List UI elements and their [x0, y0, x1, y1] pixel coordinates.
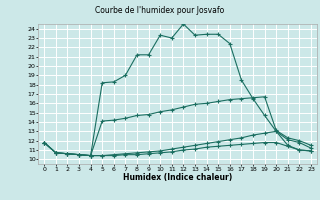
X-axis label: Humidex (Indice chaleur): Humidex (Indice chaleur) [123, 173, 232, 182]
Text: Courbe de l'humidex pour Josvafo: Courbe de l'humidex pour Josvafo [95, 6, 225, 15]
